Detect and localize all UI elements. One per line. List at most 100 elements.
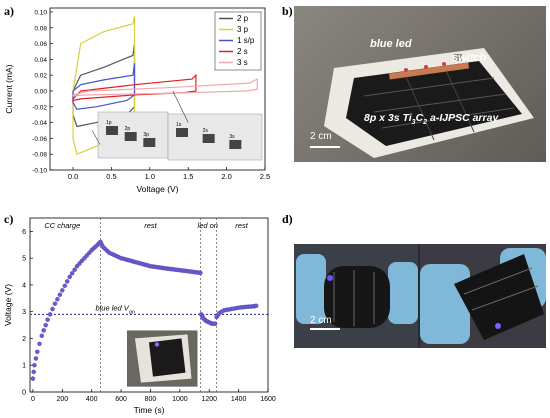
y-tick-label: 2 bbox=[22, 336, 26, 343]
inset-pointer bbox=[172, 90, 189, 123]
data-point bbox=[43, 322, 48, 328]
panel-label-d: d) bbox=[282, 212, 293, 226]
plot-frame bbox=[29, 217, 269, 393]
data-point bbox=[72, 267, 77, 273]
y-tick-label: -0.08 bbox=[32, 152, 47, 159]
y-axis-label: Current (mA) bbox=[4, 64, 14, 113]
x-tick-label: 1000 bbox=[172, 396, 188, 403]
data-point bbox=[69, 271, 75, 276]
panel-label-a: a) bbox=[4, 4, 14, 18]
label-switch: switch bbox=[452, 52, 487, 64]
inset-led bbox=[154, 342, 160, 347]
inset-device bbox=[148, 338, 186, 377]
data-point bbox=[64, 279, 70, 284]
y-tick-label: 0.10 bbox=[34, 9, 47, 16]
data-point bbox=[212, 321, 218, 326]
x-tick-label: 0.0 bbox=[68, 172, 78, 181]
data-point bbox=[33, 356, 39, 361]
reference-label: blue led Von bbox=[95, 303, 134, 315]
y-tick-label: 0.08 bbox=[34, 25, 47, 32]
device-illustration bbox=[324, 48, 534, 158]
x-axis-label: Time (s) bbox=[134, 405, 165, 415]
cv-chart: 0.0 0.5 1.0 1.5 2.0 2.5 -0.10 -0.08 -0.06 -0.04 -0… bbox=[4, 7, 270, 194]
y-tick-label: 4 bbox=[22, 282, 26, 289]
photo-flexible-array: 2 cm bbox=[294, 244, 546, 348]
inset-device bbox=[143, 138, 156, 147]
inset-device bbox=[202, 134, 215, 143]
scale-bar bbox=[310, 146, 340, 148]
y-tick-label: 0.06 bbox=[34, 41, 47, 48]
x-tick-label: 2.0 bbox=[221, 172, 231, 181]
data-point bbox=[39, 333, 45, 339]
phase-label: rest bbox=[144, 221, 157, 230]
series-line-3s bbox=[72, 78, 258, 97]
y-tick-label: 0.02 bbox=[34, 73, 47, 80]
inset-label: 2p bbox=[125, 126, 131, 132]
x-tick-label: 2.5 bbox=[260, 172, 270, 181]
voltage-time-chart: 0 200 400 600 800 1000 1200 1400 1600 0 1 2 3 4 5 6 Time… bbox=[3, 217, 276, 415]
inset-label: 1p bbox=[106, 120, 112, 126]
data-point bbox=[57, 292, 63, 297]
flexible-device-illustration bbox=[294, 244, 546, 348]
inset-device bbox=[106, 126, 118, 135]
legend-entry: 1 s/p bbox=[237, 36, 255, 45]
scale-bar bbox=[310, 328, 340, 330]
data-point bbox=[50, 306, 55, 312]
legend-entry: 3 s bbox=[237, 58, 248, 67]
legend-entry: 2 p bbox=[237, 14, 249, 23]
x-tick-label: 400 bbox=[86, 396, 98, 403]
inset-pointer bbox=[91, 130, 101, 145]
inset-label: 2s bbox=[203, 128, 209, 134]
inset-device bbox=[176, 128, 188, 137]
y-tick-label: 1 bbox=[22, 363, 26, 370]
data-point bbox=[62, 283, 68, 289]
y-tick-label: 5 bbox=[22, 256, 26, 263]
inset-label: 3p bbox=[143, 132, 149, 138]
data-point bbox=[41, 328, 46, 333]
y-tick-label: 0.00 bbox=[34, 88, 47, 95]
plot-frame bbox=[49, 7, 266, 171]
label-blue-led: blue led bbox=[370, 38, 412, 50]
panel-label-c: c) bbox=[4, 212, 14, 226]
x-tick-label: 1.5 bbox=[183, 172, 193, 181]
data-point bbox=[52, 301, 58, 306]
phase-label: rest bbox=[235, 221, 248, 230]
label-array: 8p x 3s Ti3C2 a-IJPSC array bbox=[364, 112, 499, 127]
legend-entry: 3 p bbox=[237, 25, 249, 34]
inset-label: 1s bbox=[176, 122, 182, 128]
x-tick-label: 1200 bbox=[201, 396, 217, 403]
data-point bbox=[32, 362, 37, 368]
y-tick-label: -0.10 bbox=[32, 168, 47, 175]
data-point bbox=[55, 296, 60, 302]
data-point bbox=[31, 369, 36, 375]
legend-entry: 2 s bbox=[237, 47, 248, 56]
x-tick-label: 1.0 bbox=[145, 172, 155, 181]
data-point bbox=[253, 303, 259, 309]
phase-label: CC charge bbox=[44, 221, 80, 230]
panel-label-b: b) bbox=[282, 4, 293, 18]
data-point bbox=[60, 288, 65, 293]
data-point bbox=[67, 274, 72, 280]
x-axis-label: Voltage (V) bbox=[136, 184, 178, 194]
y-tick-label: -0.04 bbox=[32, 120, 47, 127]
data-point bbox=[30, 376, 36, 381]
x-tick-label: 1600 bbox=[260, 396, 276, 403]
data-point bbox=[198, 270, 203, 276]
y-axis-label: Voltage (V) bbox=[3, 284, 13, 326]
x-tick-label: 1400 bbox=[231, 396, 247, 403]
scale-label: 2 cm bbox=[310, 315, 332, 326]
y-tick-label: -0.06 bbox=[32, 136, 47, 143]
data-point bbox=[45, 317, 50, 322]
inset-device bbox=[124, 132, 137, 141]
x-tick-label: 0.5 bbox=[106, 172, 116, 181]
y-tick-label: 0 bbox=[22, 390, 26, 397]
data-point bbox=[35, 349, 40, 355]
y-tick-label: 6 bbox=[22, 229, 26, 236]
data-point bbox=[37, 341, 42, 347]
x-tick-label: 200 bbox=[56, 396, 68, 403]
y-tick-label: 3 bbox=[22, 309, 26, 316]
series-line-2s bbox=[72, 73, 197, 102]
y-tick-label: -0.02 bbox=[32, 104, 47, 111]
scale-label: 2 cm bbox=[310, 131, 332, 142]
y-tick-label: 0.04 bbox=[34, 57, 47, 64]
